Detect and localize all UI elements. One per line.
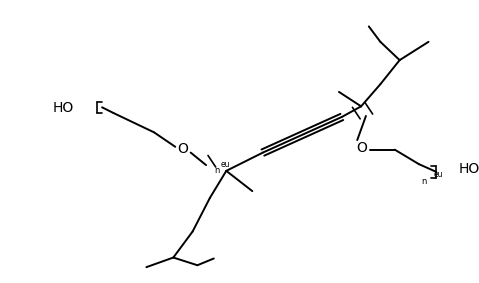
Text: eu: eu [433,170,443,179]
Text: O: O [178,142,188,156]
Text: HO: HO [53,101,74,115]
Text: eu: eu [220,160,230,169]
Text: O: O [357,141,367,155]
Text: HO: HO [458,162,479,176]
Text: n: n [421,177,427,186]
Text: n: n [215,166,220,175]
